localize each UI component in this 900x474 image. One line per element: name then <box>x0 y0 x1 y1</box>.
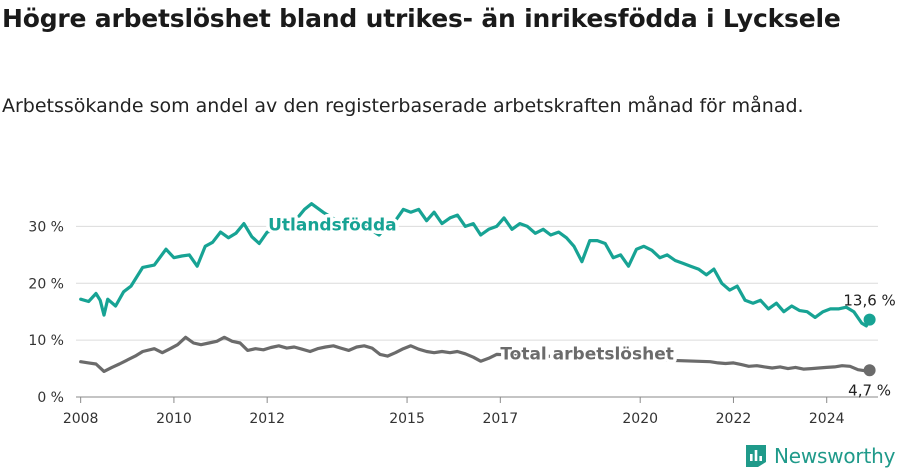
series-end-point <box>863 313 876 326</box>
x-tick-label: 2010 <box>156 411 192 427</box>
chart-title: Högre arbetslöshet bland utrikes- än inr… <box>2 4 841 33</box>
series-label-total: Total arbetslöshet <box>500 344 674 364</box>
x-tick-label: 2008 <box>63 411 99 427</box>
y-tick-label: 20 % <box>28 276 64 292</box>
series-end-point <box>863 364 876 377</box>
series-label-utlandsfodda-halo: Utlandsfödda <box>268 215 397 235</box>
series-line-utlandsfodda <box>79 202 872 328</box>
x-tick-label: 2024 <box>809 411 845 427</box>
end-label-total: 4,7 % <box>848 381 891 399</box>
chart-subtitle: Arbetssökande som andel av den registerb… <box>2 95 804 117</box>
y-tick-label: 10 % <box>28 333 64 349</box>
end-label-utlandsfodda: 13,6 % <box>843 292 895 310</box>
brand-logo: Newsworthy <box>744 442 895 470</box>
y-tick-label: 30 % <box>28 219 64 235</box>
x-tick-label: 2020 <box>622 411 658 427</box>
newsworthy-logo-icon <box>746 445 766 467</box>
series-label-utlandsfodda: Utlandsfödda <box>268 215 397 235</box>
brand-name: Newsworthy <box>774 444 896 468</box>
series-line-total <box>79 335 872 373</box>
x-tick-label: 2017 <box>482 411 518 427</box>
x-tick-label: 2022 <box>716 411 752 427</box>
x-tick-label: 2012 <box>249 411 285 427</box>
y-tick-label: 0 % <box>37 390 64 406</box>
x-tick-label: 2015 <box>389 411 425 427</box>
series-label-total-halo: Total arbetslöshet <box>500 344 674 364</box>
